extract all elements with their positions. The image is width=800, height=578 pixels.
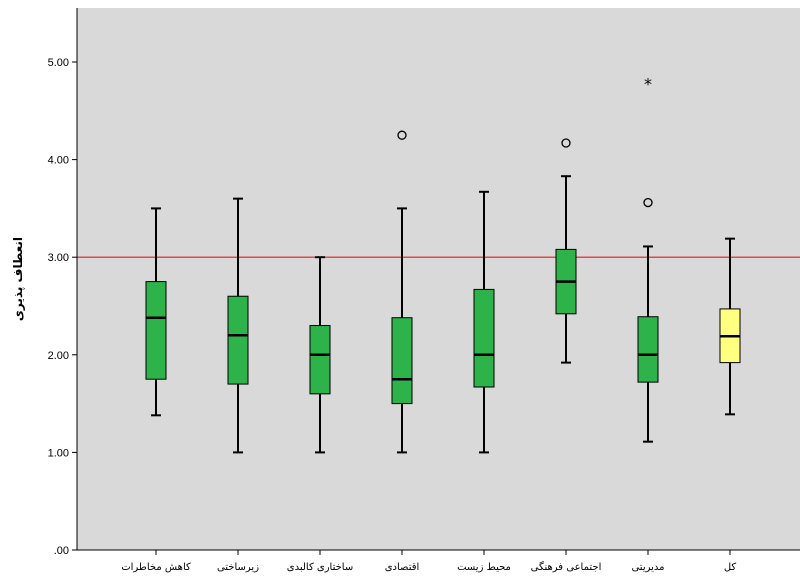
outlier-point [397,130,407,140]
y-tick-label: 2.00 [48,350,69,362]
x-category-label: اجتماعی فرهنگی [531,561,602,573]
outlier-point [643,197,653,208]
y-tick-label: 4.00 [48,155,69,167]
outlier-point [561,138,571,148]
x-category-label: ساختاری کالبدی [287,562,353,573]
box-iqr [309,325,331,395]
x-category-label: محیط زیست [457,562,511,573]
x-category-label: کاهش مخاطرات [121,562,191,573]
extreme-point: * [644,74,652,93]
y-tick-label: .00 [54,545,69,557]
y-axis-title: انعطاف پذیری [11,237,25,321]
x-category-label: اقتصادی [385,562,420,573]
box-iqr [227,295,249,385]
y-tick-label: 5.00 [48,57,69,69]
box-iqr [473,288,495,388]
x-category-label: مدیریتی [631,562,664,573]
plot-background [77,8,800,550]
box-iqr [145,281,167,380]
box-iqr [637,316,659,383]
x-category-label: زیرساختی [217,562,259,573]
y-tick-label: 3.00 [48,252,69,264]
box-iqr [391,317,413,405]
y-tick-label: 1.00 [48,447,69,459]
x-category-label: کل [724,562,737,573]
